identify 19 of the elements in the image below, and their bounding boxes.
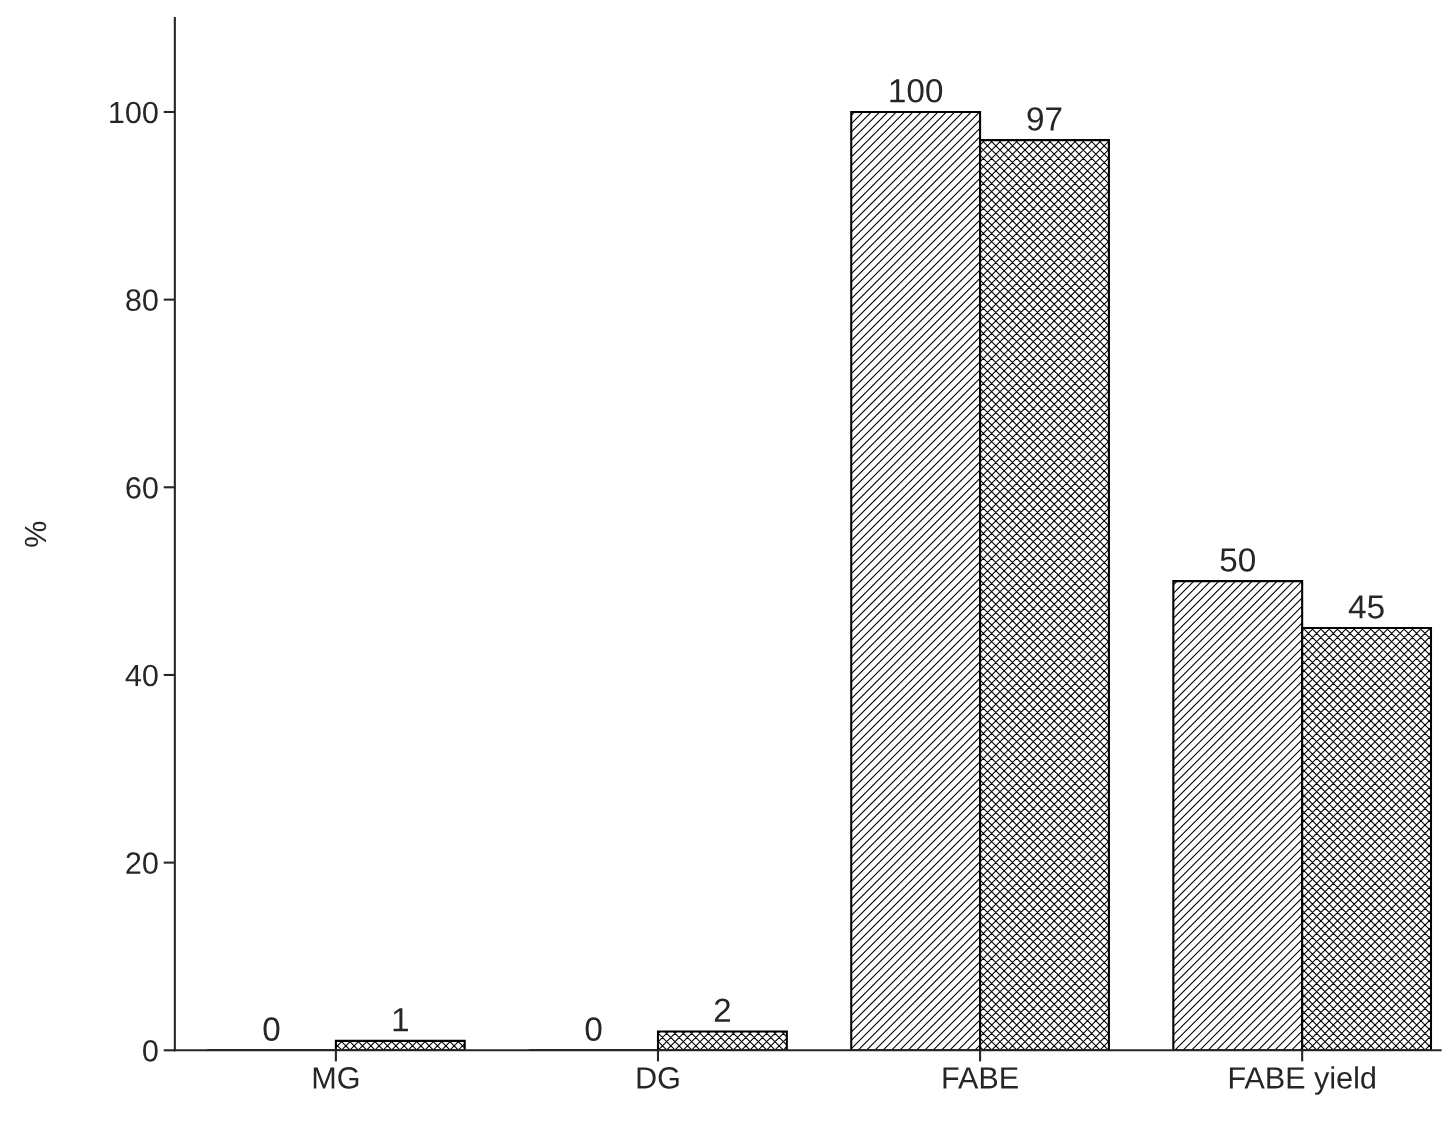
x-tick-label: MG	[313, 1067, 359, 1089]
y-tick-label: 0	[143, 1040, 158, 1062]
data-label: 97	[1027, 107, 1062, 131]
y-tick-label: 20	[126, 852, 158, 874]
x-tick-label: DG	[637, 1067, 679, 1089]
data-label: 0	[263, 1017, 280, 1041]
y-axis-title: %	[24, 521, 47, 547]
y-tick-label: 100	[110, 101, 158, 124]
x-tick-label: FABE	[943, 1067, 1018, 1089]
data-label: 2	[714, 998, 730, 1022]
data-label: 100	[890, 78, 943, 103]
data-label: 50	[1220, 548, 1255, 572]
y-tick-label: 60	[126, 477, 158, 499]
x-tick-label: FABE yield	[1229, 1066, 1375, 1095]
y-tick-label: 40	[125, 664, 158, 687]
y-tick-label: 80	[126, 289, 158, 311]
data-label: 0	[585, 1017, 602, 1041]
data-label: 45	[1348, 595, 1384, 619]
data-label: 1	[393, 1008, 408, 1032]
